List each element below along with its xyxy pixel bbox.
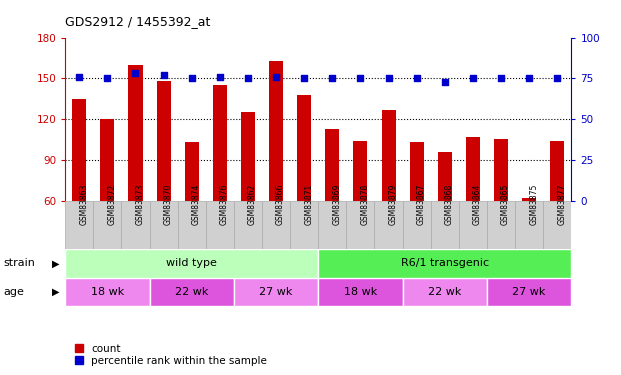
Bar xyxy=(297,94,311,201)
Bar xyxy=(269,61,283,201)
Text: GSM83875: GSM83875 xyxy=(529,184,538,225)
Text: GSM83863: GSM83863 xyxy=(79,184,88,225)
Bar xyxy=(178,201,206,249)
Text: R6/1 transgenic: R6/1 transgenic xyxy=(401,258,489,268)
Bar xyxy=(410,142,424,201)
Bar xyxy=(241,112,255,201)
Text: GSM83862: GSM83862 xyxy=(248,184,257,225)
Text: GSM83871: GSM83871 xyxy=(304,184,313,225)
Bar xyxy=(487,278,571,306)
Text: GSM83872: GSM83872 xyxy=(107,184,116,225)
Text: 18 wk: 18 wk xyxy=(91,286,124,297)
Text: GSM83878: GSM83878 xyxy=(360,184,369,225)
Text: GSM83874: GSM83874 xyxy=(192,184,201,225)
Bar xyxy=(234,201,262,249)
Text: GSM83865: GSM83865 xyxy=(501,184,510,225)
Bar xyxy=(156,81,171,201)
Point xyxy=(102,75,112,81)
Text: GSM83879: GSM83879 xyxy=(389,184,397,225)
Text: 18 wk: 18 wk xyxy=(344,286,377,297)
Legend: count, percentile rank within the sample: count, percentile rank within the sample xyxy=(70,339,271,370)
Bar xyxy=(347,201,374,249)
Bar xyxy=(150,278,234,306)
Bar xyxy=(213,85,227,201)
Bar xyxy=(381,110,396,201)
Point xyxy=(440,78,450,84)
Text: GSM83877: GSM83877 xyxy=(557,184,566,225)
Bar xyxy=(65,201,93,249)
Bar xyxy=(262,201,290,249)
Bar xyxy=(466,137,480,201)
Text: GSM83864: GSM83864 xyxy=(473,184,482,225)
Bar xyxy=(65,278,150,306)
Point xyxy=(243,75,253,81)
Bar xyxy=(402,201,431,249)
Point xyxy=(130,70,140,76)
Bar xyxy=(431,201,459,249)
Text: age: age xyxy=(3,286,24,297)
Text: GSM83876: GSM83876 xyxy=(220,184,229,225)
Point xyxy=(412,75,422,81)
Text: wild type: wild type xyxy=(166,258,217,268)
Point xyxy=(468,75,478,81)
Point xyxy=(75,74,84,80)
Text: strain: strain xyxy=(3,258,35,268)
Bar xyxy=(206,201,234,249)
Bar xyxy=(459,201,487,249)
Bar xyxy=(487,201,515,249)
Point xyxy=(187,75,197,81)
Bar xyxy=(353,141,368,201)
Point xyxy=(524,75,534,81)
Point xyxy=(215,74,225,80)
Bar xyxy=(522,198,536,201)
Point xyxy=(496,75,506,81)
Text: GSM83869: GSM83869 xyxy=(332,184,342,225)
Text: ▶: ▶ xyxy=(52,258,59,268)
Bar xyxy=(319,201,347,249)
Bar xyxy=(374,201,402,249)
Text: 27 wk: 27 wk xyxy=(260,286,292,297)
Text: GDS2912 / 1455392_at: GDS2912 / 1455392_at xyxy=(65,15,211,28)
Bar xyxy=(319,249,571,278)
Bar xyxy=(319,278,402,306)
Bar xyxy=(550,141,564,201)
Point xyxy=(158,72,168,78)
Bar xyxy=(150,201,178,249)
Text: GSM83866: GSM83866 xyxy=(276,184,285,225)
Bar xyxy=(72,99,86,201)
Point xyxy=(384,75,394,81)
Point xyxy=(355,75,365,81)
Point xyxy=(299,75,309,81)
Bar xyxy=(325,129,339,201)
Text: GSM83870: GSM83870 xyxy=(163,184,173,225)
Text: GSM83873: GSM83873 xyxy=(135,184,145,225)
Bar xyxy=(129,65,143,201)
Text: GSM83868: GSM83868 xyxy=(445,184,454,225)
Bar xyxy=(438,152,452,201)
Text: 22 wk: 22 wk xyxy=(428,286,461,297)
Text: GSM83867: GSM83867 xyxy=(417,184,425,225)
Point xyxy=(552,75,562,81)
Bar xyxy=(402,278,487,306)
Bar xyxy=(184,142,199,201)
Bar xyxy=(494,140,508,201)
Text: 27 wk: 27 wk xyxy=(512,286,546,297)
Bar xyxy=(234,278,319,306)
Text: ▶: ▶ xyxy=(52,286,59,297)
Bar xyxy=(93,201,122,249)
Bar xyxy=(122,201,150,249)
Bar xyxy=(101,119,114,201)
Bar xyxy=(290,201,319,249)
Bar xyxy=(65,249,319,278)
Point xyxy=(271,74,281,80)
Point xyxy=(327,75,337,81)
Bar xyxy=(543,201,571,249)
Text: 22 wk: 22 wk xyxy=(175,286,209,297)
Bar xyxy=(515,201,543,249)
